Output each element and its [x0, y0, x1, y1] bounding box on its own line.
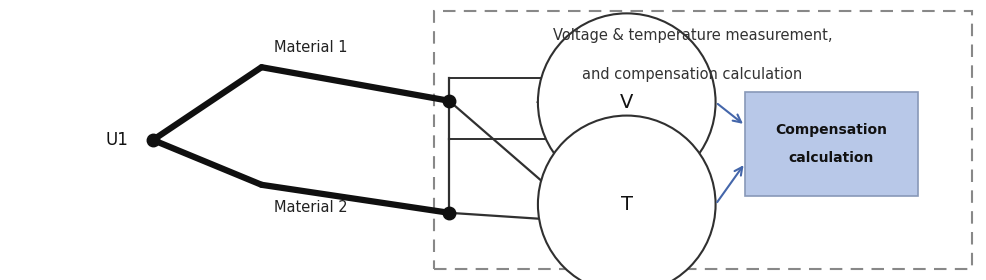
Bar — [744, 92, 917, 196]
Text: and compensation calculation: and compensation calculation — [582, 67, 802, 82]
Text: U1: U1 — [106, 131, 128, 149]
Text: Compensation: Compensation — [775, 123, 886, 137]
Bar — [449, 78, 557, 139]
Ellipse shape — [537, 116, 715, 280]
Ellipse shape — [537, 13, 715, 191]
Text: Material 1: Material 1 — [274, 40, 347, 55]
Text: calculation: calculation — [788, 151, 874, 165]
Text: Material 2: Material 2 — [274, 200, 347, 215]
Bar — [434, 11, 971, 269]
Text: Voltage & temperature measurement,: Voltage & temperature measurement, — [552, 28, 831, 43]
Text: V: V — [619, 93, 633, 112]
Text: T: T — [620, 195, 632, 214]
